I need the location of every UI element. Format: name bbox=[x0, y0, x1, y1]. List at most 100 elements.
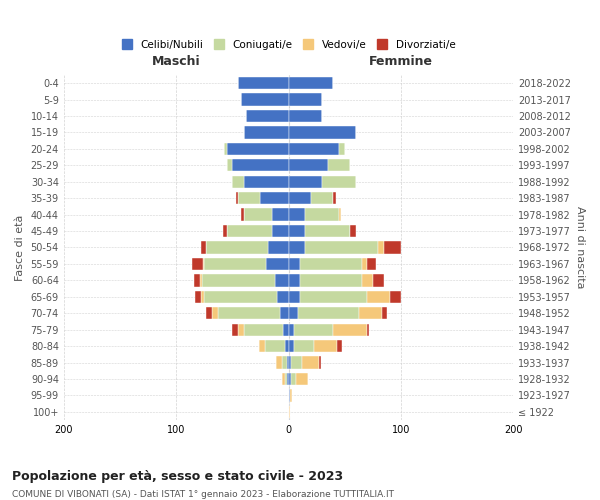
Bar bbox=[204, 290, 277, 303]
Bar bbox=[362, 258, 367, 270]
Bar bbox=[244, 324, 283, 336]
Bar bbox=[339, 208, 341, 221]
Bar bbox=[373, 274, 384, 286]
Bar bbox=[296, 373, 308, 385]
Bar bbox=[192, 258, 203, 270]
Bar bbox=[291, 356, 302, 369]
Bar bbox=[201, 242, 206, 254]
Bar bbox=[194, 274, 200, 286]
Bar bbox=[289, 126, 356, 138]
Bar bbox=[238, 192, 260, 204]
Bar bbox=[294, 340, 314, 352]
Bar bbox=[200, 274, 202, 286]
Bar bbox=[289, 242, 305, 254]
Bar bbox=[201, 290, 204, 303]
Y-axis label: Anni di nascita: Anni di nascita bbox=[575, 206, 585, 288]
Bar bbox=[238, 324, 244, 336]
Bar bbox=[379, 242, 384, 254]
Bar bbox=[241, 208, 244, 221]
Bar bbox=[289, 307, 298, 320]
Bar bbox=[272, 208, 289, 221]
Bar bbox=[206, 307, 212, 320]
Bar bbox=[260, 192, 289, 204]
Bar bbox=[289, 77, 334, 89]
Bar bbox=[195, 290, 201, 303]
Bar bbox=[334, 192, 336, 204]
Bar bbox=[367, 258, 376, 270]
Bar bbox=[206, 242, 268, 254]
Bar bbox=[275, 274, 289, 286]
Bar bbox=[334, 324, 367, 336]
Bar bbox=[224, 142, 227, 155]
Bar bbox=[350, 225, 356, 237]
Legend: Celibi/Nubili, Coniugati/e, Vedovi/e, Divorziati/e: Celibi/Nubili, Coniugati/e, Vedovi/e, Di… bbox=[118, 35, 460, 54]
Bar bbox=[337, 340, 343, 352]
Bar bbox=[319, 356, 321, 369]
Bar bbox=[272, 225, 289, 237]
Text: COMUNE DI VIBONATI (SA) - Dati ISTAT 1° gennaio 2023 - Elaborazione TUTTITALIA.I: COMUNE DI VIBONATI (SA) - Dati ISTAT 1° … bbox=[12, 490, 394, 499]
Bar bbox=[285, 373, 287, 385]
Bar bbox=[367, 324, 370, 336]
Bar bbox=[244, 126, 289, 138]
Bar bbox=[283, 324, 289, 336]
Bar bbox=[289, 340, 294, 352]
Bar bbox=[289, 94, 322, 106]
Bar bbox=[218, 307, 280, 320]
Text: Popolazione per età, sesso e stato civile - 2023: Popolazione per età, sesso e stato civil… bbox=[12, 470, 343, 483]
Bar bbox=[289, 208, 305, 221]
Bar bbox=[289, 192, 311, 204]
Bar bbox=[282, 373, 285, 385]
Bar bbox=[300, 290, 367, 303]
Bar bbox=[289, 406, 290, 418]
Bar bbox=[268, 242, 289, 254]
Bar bbox=[289, 373, 291, 385]
Bar bbox=[322, 176, 356, 188]
Bar bbox=[289, 390, 290, 402]
Bar bbox=[238, 77, 289, 89]
Bar bbox=[223, 225, 227, 237]
Text: Maschi: Maschi bbox=[152, 56, 200, 68]
Bar bbox=[265, 340, 285, 352]
Bar bbox=[232, 324, 238, 336]
Bar bbox=[227, 142, 289, 155]
Bar bbox=[289, 274, 300, 286]
Bar bbox=[362, 274, 373, 286]
Bar bbox=[203, 258, 204, 270]
Bar bbox=[287, 373, 289, 385]
Bar bbox=[389, 290, 401, 303]
Text: Femmine: Femmine bbox=[369, 56, 433, 68]
Bar bbox=[212, 307, 218, 320]
Bar bbox=[311, 192, 334, 204]
Bar bbox=[367, 290, 389, 303]
Bar bbox=[246, 110, 289, 122]
Bar bbox=[287, 356, 289, 369]
Bar bbox=[289, 110, 322, 122]
Bar bbox=[202, 274, 275, 286]
Bar bbox=[289, 258, 300, 270]
Bar bbox=[300, 274, 362, 286]
Bar bbox=[241, 94, 289, 106]
Bar bbox=[266, 258, 289, 270]
Bar bbox=[290, 390, 292, 402]
Bar bbox=[359, 307, 382, 320]
Bar bbox=[289, 176, 322, 188]
Bar bbox=[382, 307, 388, 320]
Bar bbox=[302, 356, 319, 369]
Bar bbox=[384, 242, 401, 254]
Bar bbox=[285, 340, 289, 352]
Bar bbox=[289, 159, 328, 172]
Y-axis label: Fasce di età: Fasce di età bbox=[15, 214, 25, 280]
Bar bbox=[204, 258, 266, 270]
Bar bbox=[328, 159, 350, 172]
Bar bbox=[294, 324, 334, 336]
Bar bbox=[280, 307, 289, 320]
Bar bbox=[339, 142, 345, 155]
Bar bbox=[289, 290, 300, 303]
Bar bbox=[305, 208, 339, 221]
Bar bbox=[298, 307, 359, 320]
Bar bbox=[291, 373, 296, 385]
Bar bbox=[305, 242, 379, 254]
Bar bbox=[259, 340, 265, 352]
Bar bbox=[227, 225, 272, 237]
Bar bbox=[227, 159, 232, 172]
